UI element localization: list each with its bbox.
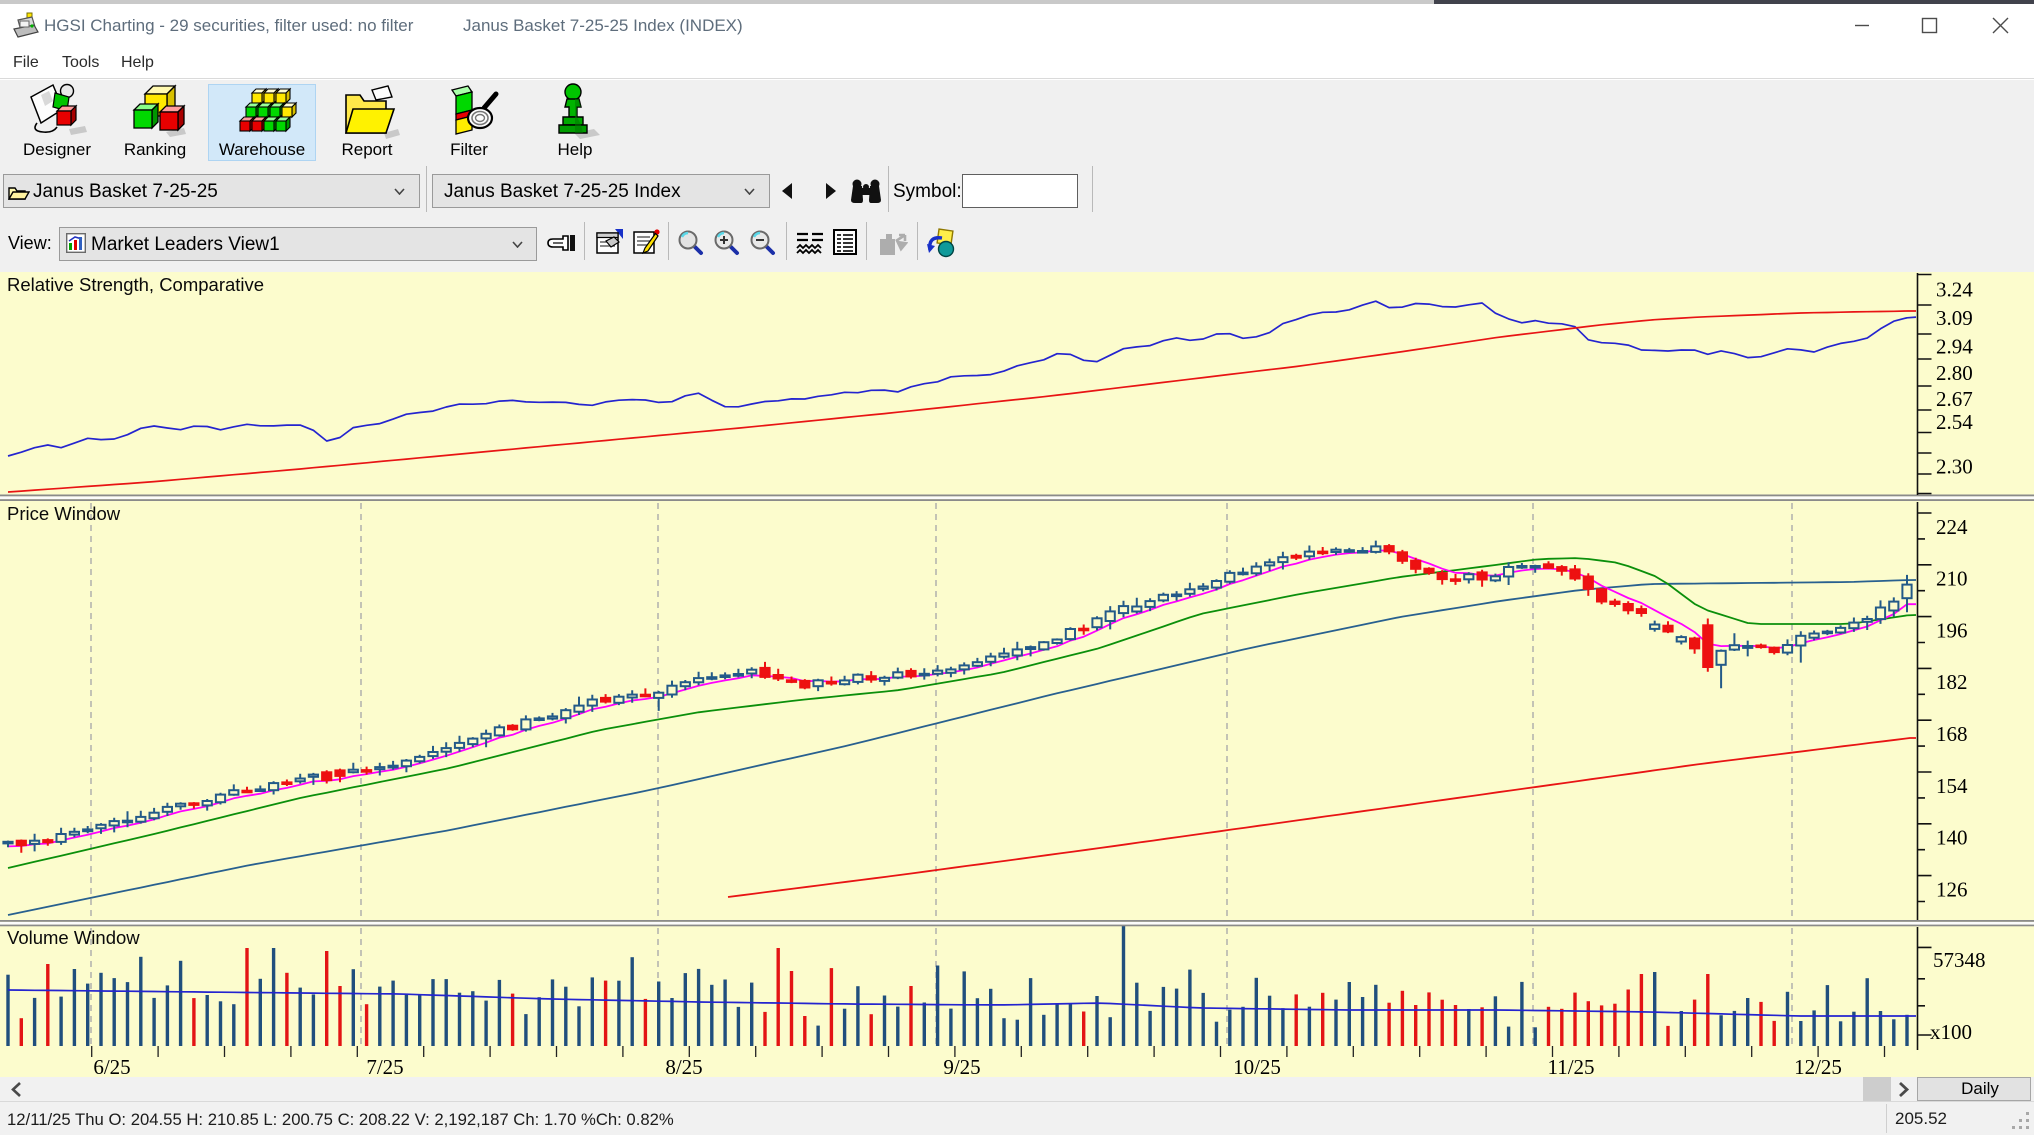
svg-text:8/25: 8/25: [665, 1055, 702, 1077]
svg-text:11/25: 11/25: [1547, 1055, 1594, 1077]
svg-text:154: 154: [1936, 774, 1968, 798]
svg-text:x100: x100: [1930, 1020, 1972, 1044]
svg-text:140: 140: [1936, 826, 1968, 850]
svg-text:210: 210: [1936, 567, 1968, 591]
svg-text:3.09: 3.09: [1936, 306, 1973, 330]
svg-text:126: 126: [1936, 877, 1968, 901]
svg-text:2.30: 2.30: [1936, 455, 1973, 479]
svg-text:10/25: 10/25: [1233, 1055, 1281, 1077]
svg-text:12/25: 12/25: [1794, 1055, 1842, 1077]
svg-text:2.80: 2.80: [1936, 361, 1973, 385]
svg-text:Volume Window: Volume Window: [7, 927, 140, 948]
svg-text:57348: 57348: [1933, 948, 1986, 972]
svg-text:2.94: 2.94: [1936, 335, 1973, 359]
svg-text:224: 224: [1936, 515, 1968, 539]
svg-text:Relative Strength, Comparative: Relative Strength, Comparative: [7, 274, 264, 295]
svg-text:2.54: 2.54: [1936, 410, 1973, 434]
svg-text:7/25: 7/25: [366, 1055, 403, 1077]
svg-text:3.24: 3.24: [1936, 278, 1973, 302]
svg-text:6/25: 6/25: [93, 1055, 130, 1077]
svg-text:196: 196: [1936, 618, 1968, 642]
svg-text:168: 168: [1936, 722, 1968, 746]
svg-text:9/25: 9/25: [943, 1055, 980, 1077]
svg-text:Price Window: Price Window: [7, 503, 121, 524]
svg-text:182: 182: [1936, 670, 1968, 694]
svg-text:2.67: 2.67: [1936, 387, 1973, 411]
